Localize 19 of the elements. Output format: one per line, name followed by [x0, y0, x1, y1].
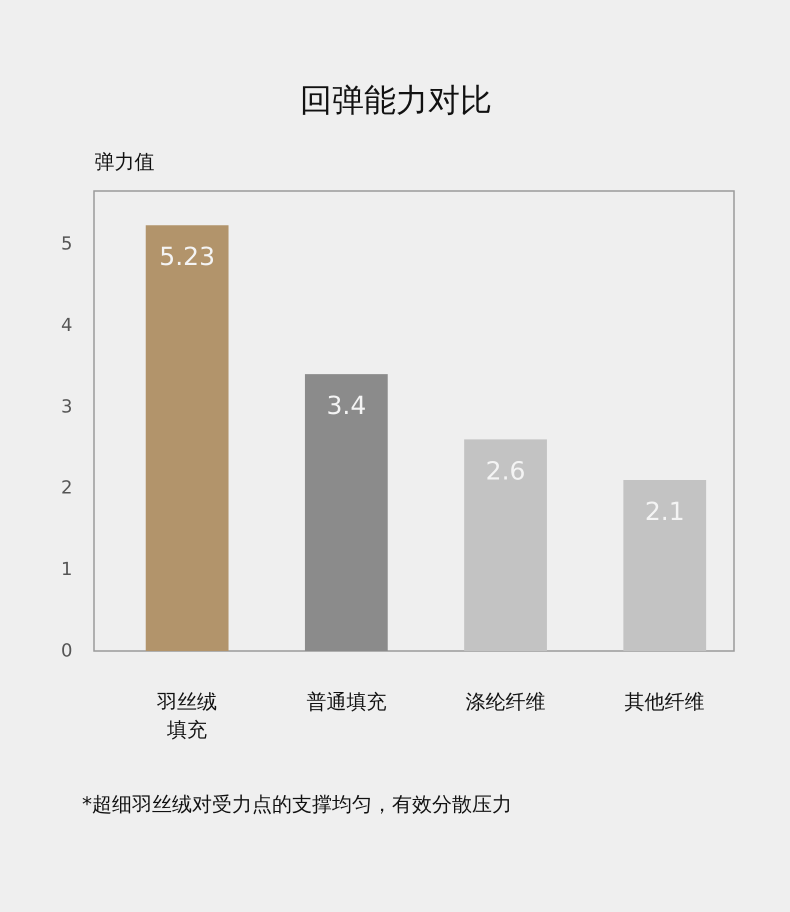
bar [623, 480, 706, 651]
y-tick-label: 2 [61, 478, 72, 499]
y-tick-label: 4 [61, 314, 72, 336]
chart-title: 回弹能力对比 [300, 81, 492, 119]
x-tick-label: 普通填充 [306, 690, 386, 714]
x-tick-label: 其他纤维 [624, 690, 705, 714]
y-tick-label: 5 [61, 233, 72, 254]
bar [146, 225, 229, 651]
text: *超细羽丝绒对受力点的支撑均匀，有效分散压力 [82, 792, 512, 816]
y-axis-title: 弹力值 [94, 150, 154, 174]
data-label: 5.23 [159, 242, 215, 272]
bar [304, 374, 388, 651]
data-label: 3.4 [326, 391, 366, 420]
x-tick-label: 涤纶纤维 [466, 690, 546, 714]
bar [464, 439, 547, 651]
y-tick-label: 0 [61, 640, 72, 662]
y-tick-label: 1 [61, 559, 72, 580]
y-tick-label: 3 [61, 396, 72, 418]
x-tick-label: 羽丝绒填充 [156, 690, 218, 742]
